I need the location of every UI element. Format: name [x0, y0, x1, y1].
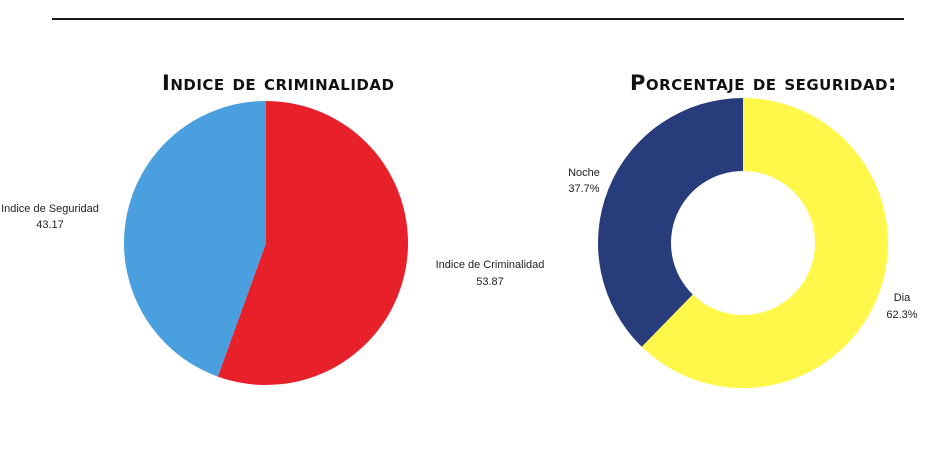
label-noche-name: Noche	[568, 167, 600, 179]
label-criminalidad-value: 53.87	[476, 276, 504, 288]
slice-dia	[641, 98, 888, 388]
slice-indice-criminalidad	[217, 101, 409, 385]
label-seguridad-name: Indice de Seguridad	[1, 203, 99, 215]
label-dia-value: 62.3%	[886, 309, 917, 321]
slice-noche	[598, 98, 743, 347]
donut-chart-seguridad	[598, 98, 888, 388]
top-divider	[52, 18, 904, 20]
label-criminalidad-name: Indice de Criminalidad	[436, 259, 545, 271]
chart-title-seguridad: Porcentaje de seguridad:	[630, 71, 897, 95]
chart-title-criminalidad: Indice de criminalidad	[162, 71, 395, 95]
label-dia-name: Dia	[894, 292, 911, 304]
label-seguridad-value: 43.17	[36, 219, 64, 231]
slice-indice-seguridad	[124, 101, 266, 377]
pie-chart-criminalidad	[124, 101, 409, 385]
label-noche-value: 37.7%	[568, 183, 599, 195]
